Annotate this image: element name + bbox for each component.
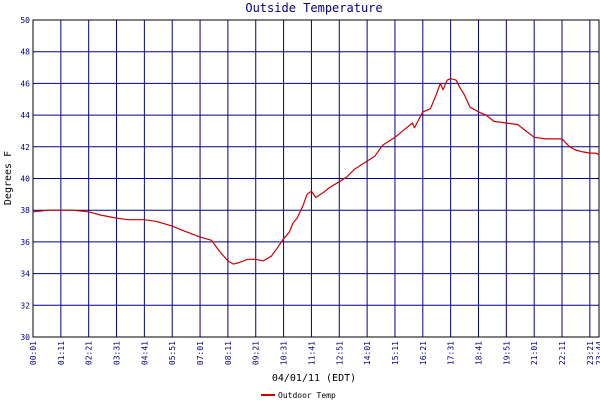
x-tick-label: 19:51 [502,341,511,365]
legend-label: Outdoor Temp [278,391,336,400]
y-tick-label: 42 [20,143,30,152]
y-tick-labels: 30 32 34 36 38 40 42 44 46 48 50 [20,16,30,342]
series-lines [32,78,600,265]
y-tick-label: 44 [20,111,30,120]
x-tick-label: 09:21 [252,341,261,365]
x-tick-label: 16:21 [419,341,428,365]
x-tick-labels: 00:01 01:11 02:21 03:31 04:41 05:51 07:01 08:11… [29,341,600,365]
series-line-outdoor-temp [32,78,600,265]
y-tick-label: 32 [20,301,30,310]
y-tick-label: 36 [20,238,30,247]
x-axis-label: 04/01/11 (EDT) [272,373,356,384]
x-tick-label: 05:51 [168,341,177,365]
x-tick-label: 18:41 [474,341,483,365]
x-tick-label: 03:31 [113,341,122,365]
y-tick-label: 48 [20,48,30,57]
x-tick-label: 23:44 [595,341,600,365]
plot-frame [32,19,600,338]
y-tick-label: 46 [20,79,30,88]
x-tick-label: 23:21 [586,341,595,365]
x-tick-label: 04:41 [140,341,149,365]
chart-title: Outside Temperature [245,1,382,15]
grid-lines [32,19,600,338]
x-tick-label: 01:11 [57,341,66,365]
x-tick-label: 22:11 [558,341,567,365]
x-tick-label: 02:21 [85,341,94,365]
x-tick-label: 00:01 [29,341,38,365]
x-tick-label: 10:31 [280,341,289,365]
x-tick-label: 11:41 [307,341,316,365]
y-tick-label: 34 [20,270,30,279]
x-tick-label: 12:51 [335,341,344,365]
y-tick-label: 50 [20,16,30,25]
x-tick-label: 21:01 [530,341,539,365]
x-tick-label: 08:11 [224,341,233,365]
y-axis-label: Degrees F [3,151,14,205]
y-tick-label: 40 [20,175,30,184]
legend: Outdoor Temp [261,391,336,400]
x-tick-label: 14:01 [363,341,372,365]
y-tick-label: 30 [20,333,30,342]
x-tick-label: 15:11 [391,341,400,365]
y-tick-label: 38 [20,206,30,215]
x-tick-label: 07:01 [196,341,205,365]
x-tick-label: 17:31 [447,341,456,365]
